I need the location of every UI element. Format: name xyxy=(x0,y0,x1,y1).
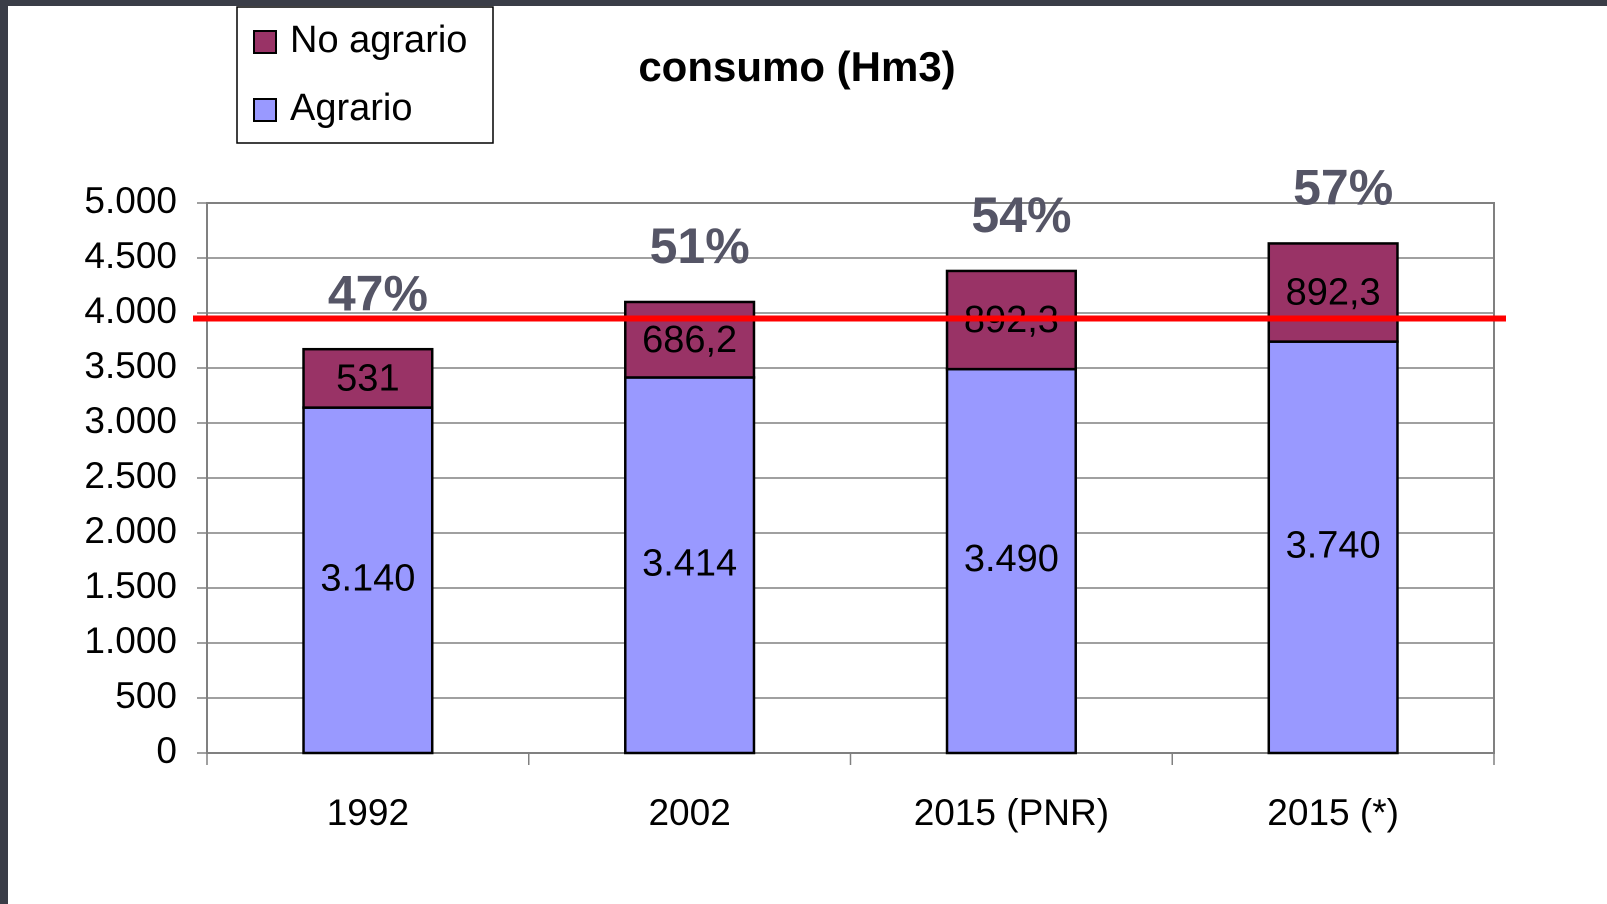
legend-label: No agrario xyxy=(290,19,467,61)
x-tick-label: 2015 (*) xyxy=(1267,792,1399,833)
value-label: 3.490 xyxy=(964,538,1059,580)
legend-label: Agrario xyxy=(290,87,413,129)
y-tick-label: 0 xyxy=(156,730,177,771)
bar-segment xyxy=(1267,242,1399,343)
annotation: 47% xyxy=(328,265,428,321)
y-tick-label: 1.500 xyxy=(84,565,177,606)
legend-swatch xyxy=(253,30,277,54)
bar-segment xyxy=(945,367,1077,755)
x-tick-label: 1992 xyxy=(327,792,409,833)
legend-swatch xyxy=(253,98,277,122)
annotation: 54% xyxy=(971,187,1071,243)
y-tick-label: 4.000 xyxy=(84,290,177,331)
value-label: 892,3 xyxy=(1286,272,1381,314)
annotation: 51% xyxy=(650,218,750,274)
y-tick-label: 3.000 xyxy=(84,400,177,441)
bar-segment xyxy=(302,406,434,755)
bar-segment xyxy=(624,300,756,379)
chart-title: consumo (Hm3) xyxy=(638,43,955,90)
annotation: 57% xyxy=(1293,160,1393,216)
value-label: 3.414 xyxy=(642,542,737,584)
y-tick-label: 5.000 xyxy=(84,180,177,221)
value-label: 3.740 xyxy=(1286,524,1381,566)
value-label: 3.140 xyxy=(320,557,415,599)
value-label: 686,2 xyxy=(642,319,737,361)
legend-box xyxy=(236,6,494,144)
bar-segment xyxy=(302,347,434,409)
y-tick-label: 1.000 xyxy=(84,620,177,661)
value-label: 531 xyxy=(336,357,399,399)
y-tick-label: 4.500 xyxy=(84,235,177,276)
y-tick-label: 500 xyxy=(115,675,177,716)
y-tick-label: 2.500 xyxy=(84,455,177,496)
x-tick-label: 2002 xyxy=(648,792,730,833)
bar-segment xyxy=(624,376,756,755)
x-tick-label: 2015 (PNR) xyxy=(914,792,1109,833)
y-tick-label: 3.500 xyxy=(84,345,177,386)
y-tick-label: 2.000 xyxy=(84,510,177,551)
